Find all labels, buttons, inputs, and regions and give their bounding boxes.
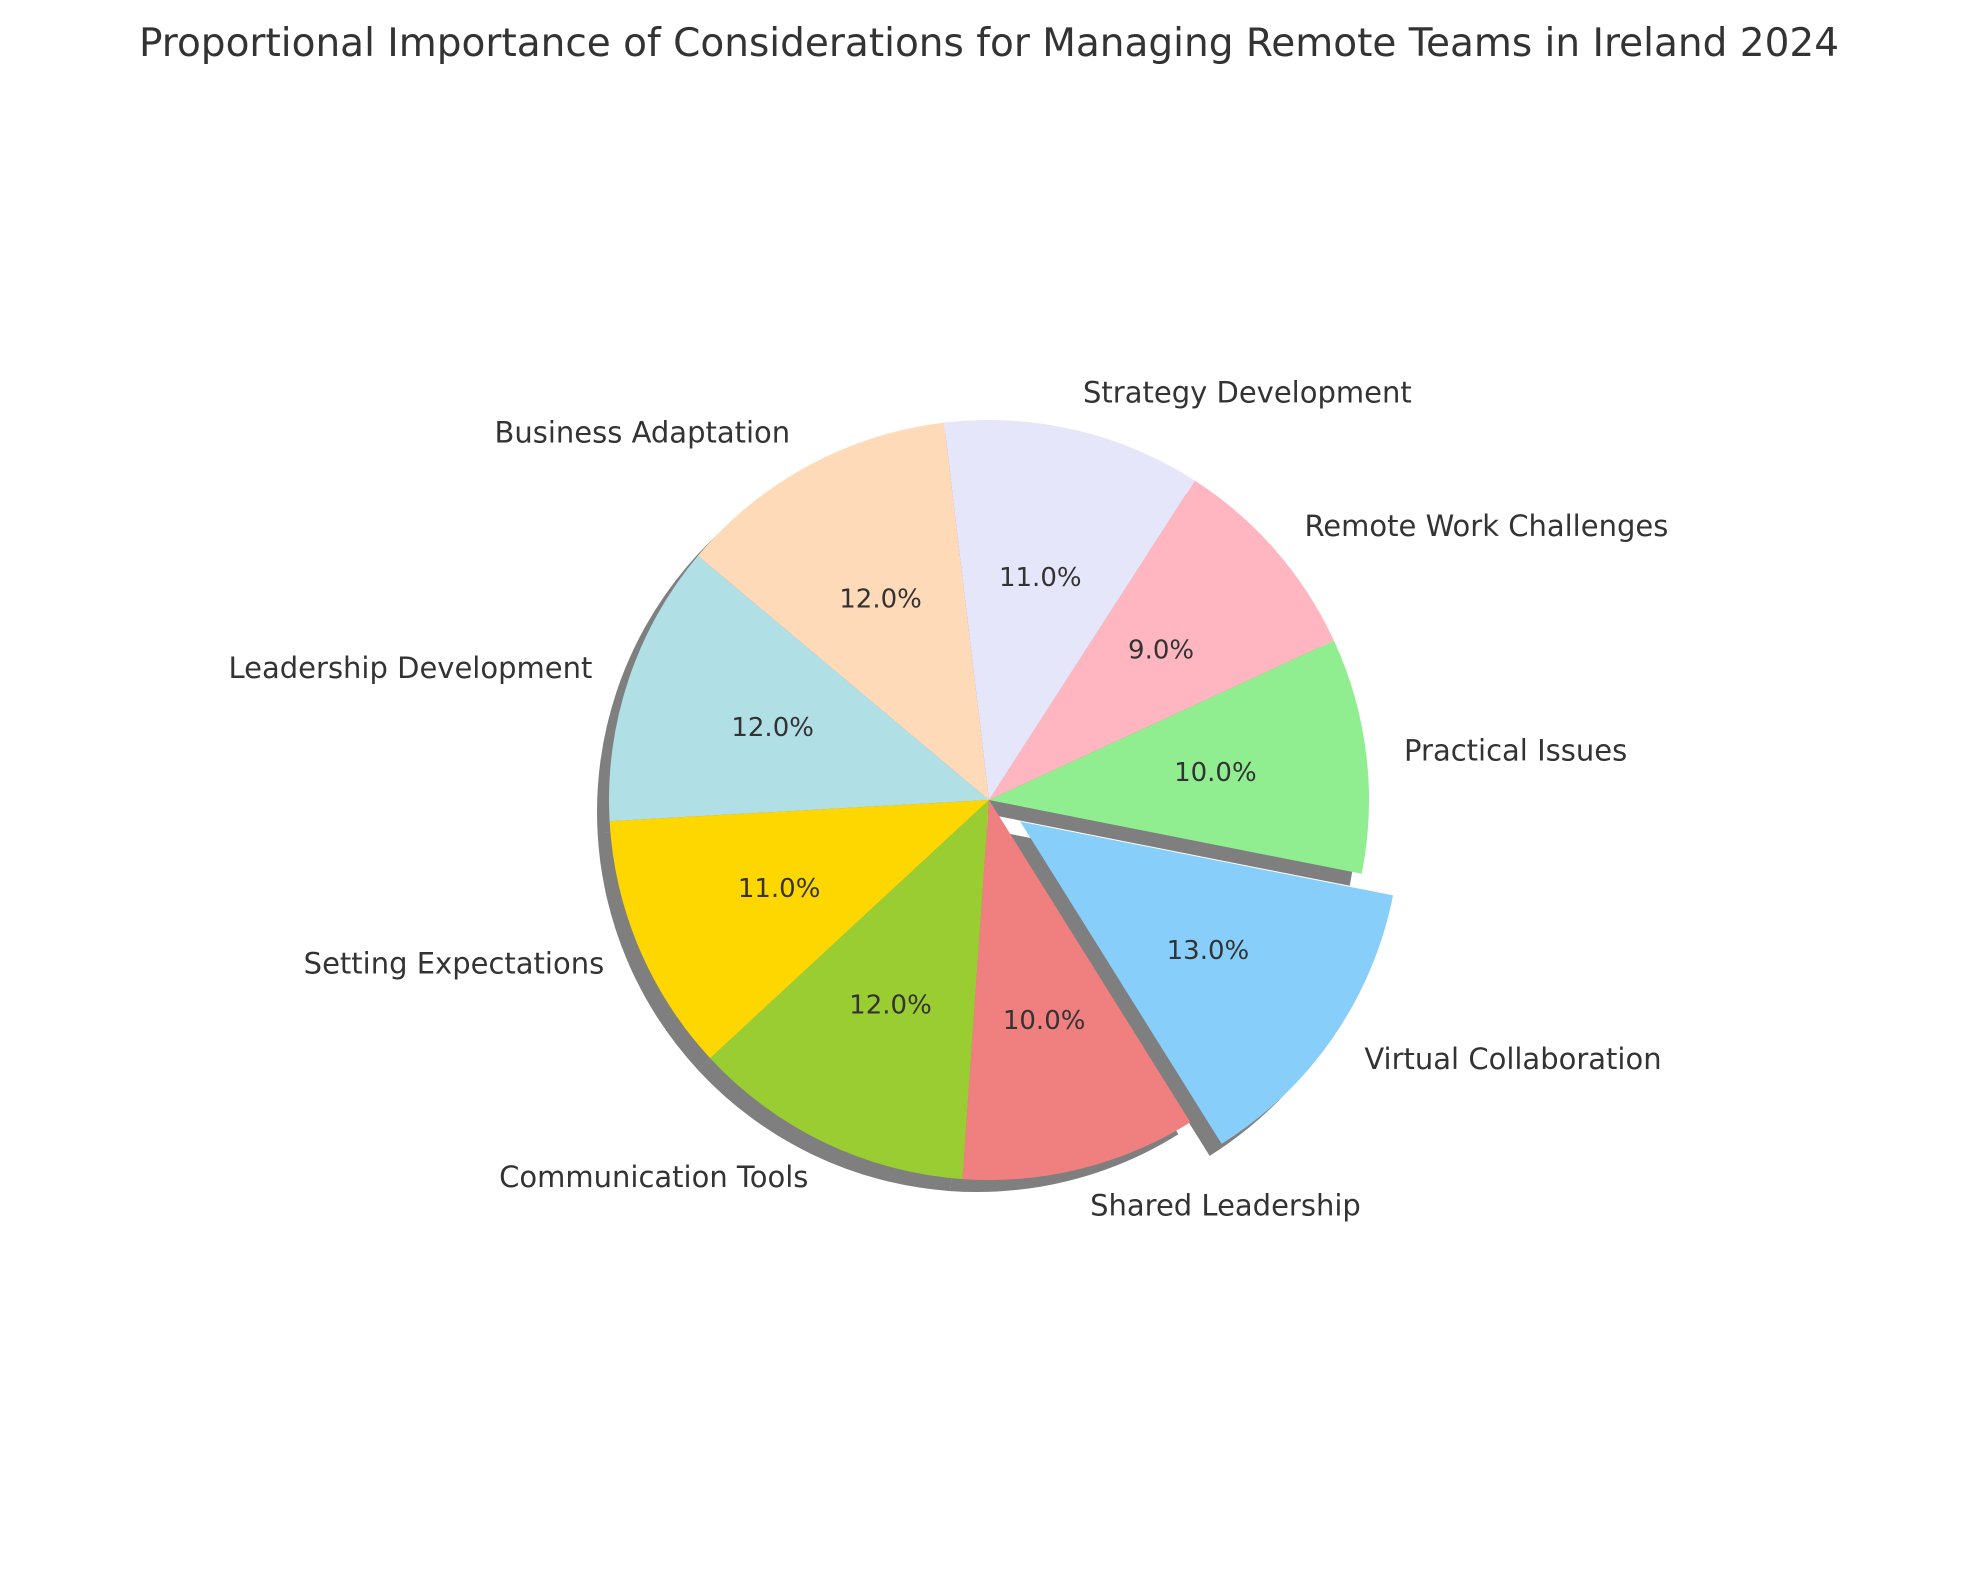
category-labels: Leadership Development Setting Expectatio… [229, 376, 1669, 1223]
category-label-practical-issues: Practical Issues [1404, 734, 1627, 768]
pct-label-leadership-development: 12.0% [731, 713, 814, 743]
pie-slice-business-adaptation [697, 422, 989, 800]
pct-label-shared-leadership: 10.0% [1003, 1006, 1086, 1036]
category-label-setting-expectations: Setting Expectations [304, 946, 605, 980]
pct-label-communication-tools: 12.0% [849, 991, 932, 1021]
pie-slice-communication-tools [710, 800, 989, 1180]
pct-label-practical-issues: 10.0% [1174, 758, 1257, 788]
pie-slice-setting-expectations [609, 800, 989, 1059]
pct-label-remote-work-challenges: 9.0% [1128, 635, 1194, 665]
category-label-leadership-development: Leadership Development [229, 651, 593, 685]
pct-label-business-adaptation: 12.0% [839, 584, 922, 614]
category-label-business-adaptation: Business Adaptation [494, 415, 790, 449]
category-label-virtual-collaboration: Virtual Collaboration [1364, 1042, 1661, 1076]
pie-slice-remote-work-challenges [989, 480, 1334, 800]
pie-slice-virtual-collaboration [1020, 821, 1394, 1144]
category-label-strategy-development: Strategy Development [1083, 376, 1412, 410]
pct-label-virtual-collaboration: 13.0% [1167, 936, 1250, 966]
pct-label-setting-expectations: 11.0% [738, 874, 821, 904]
chart-title: Proportional Importance of Consideration… [139, 21, 1839, 66]
pie-slice-leadership-development [609, 555, 989, 822]
percentage-labels: 12.0% 11.0% 12.0% 10.0% 13.0% 10.0% 9.0% 11.0% 1… [731, 563, 1256, 1036]
pie-slice-strategy-development [944, 419, 1195, 800]
pie-slice-shared-leadership [962, 800, 1191, 1180]
pct-label-strategy-development: 11.0% [999, 563, 1082, 593]
category-label-communication-tools: Communication Tools [499, 1160, 808, 1194]
pie-slice-practical-issues [989, 640, 1370, 874]
category-label-shared-leadership: Shared Leadership [1090, 1189, 1361, 1223]
category-label-remote-work-challenges: Remote Work Challenges [1304, 509, 1668, 543]
slice-layer [609, 419, 1394, 1180]
